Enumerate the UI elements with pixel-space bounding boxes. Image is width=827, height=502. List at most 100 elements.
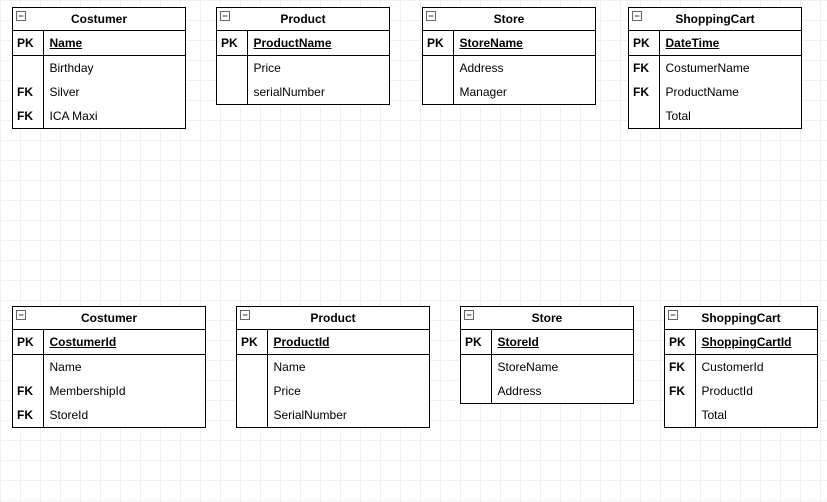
entity-shoppingcart-top[interactable]: −ShoppingCartPKDateTimeFKCostumerNameFKP…	[628, 7, 802, 129]
collapse-icon[interactable]: −	[464, 310, 474, 320]
attr-name: Total	[695, 403, 817, 427]
key-cell: PK	[13, 330, 43, 355]
key-cell	[13, 355, 43, 380]
attr-row: FKCostumerName	[629, 56, 801, 81]
entity-title: Store	[532, 311, 563, 325]
entity-shoppingcart-bottom[interactable]: −ShoppingCartPKShoppingCartIdFKCustomerI…	[664, 306, 818, 428]
attr-name: Price	[247, 56, 389, 81]
key-cell: PK	[665, 330, 695, 355]
entity-store-bottom[interactable]: − Store PKStoreIdStoreNameAddress	[460, 306, 634, 404]
pk-row: PKCostumerId	[13, 330, 205, 355]
pk-row: PKDateTime	[629, 31, 801, 56]
key-cell	[665, 403, 695, 427]
attr-row: FKMembershipId	[13, 379, 205, 403]
attr-row: serialNumber	[217, 80, 389, 104]
attr-name: Manager	[453, 80, 595, 104]
attr-row: Manager	[423, 80, 595, 104]
attr-row: FKSilver	[13, 80, 185, 104]
attr-name: Name	[43, 31, 185, 56]
attr-name: StoreId	[43, 403, 205, 427]
collapse-icon[interactable]: −	[240, 310, 250, 320]
pk-row: PKProductId	[237, 330, 429, 355]
key-cell: PK	[423, 31, 453, 56]
entity-rows: PKDateTimeFKCostumerNameFKProductNameTot…	[629, 31, 801, 128]
entity-title: ShoppingCart	[701, 311, 780, 325]
entity-title: ShoppingCart	[675, 12, 754, 26]
attr-row: Total	[629, 104, 801, 128]
entity-header: −Costumer	[13, 307, 205, 330]
entity-rows: PKStoreIdStoreNameAddress	[461, 330, 633, 403]
key-cell: FK	[13, 379, 43, 403]
entity-header: −Costumer	[13, 8, 185, 31]
attr-name: ProductId	[695, 379, 817, 403]
key-cell	[423, 56, 453, 81]
collapse-icon[interactable]: −	[16, 11, 26, 21]
key-cell: FK	[629, 56, 659, 81]
attr-row: Address	[423, 56, 595, 81]
entity-product-top[interactable]: − Product PKProductNamePriceserialNumber	[216, 7, 390, 105]
attr-name: CustomerId	[695, 355, 817, 380]
attr-name: ProductName	[659, 80, 801, 104]
collapse-icon[interactable]: −	[16, 310, 26, 320]
attr-name: ProductId	[267, 330, 429, 355]
key-cell: FK	[13, 403, 43, 427]
attr-row: FKProductId	[665, 379, 817, 403]
key-cell: FK	[13, 104, 43, 128]
attr-row: Price	[237, 379, 429, 403]
key-cell	[423, 80, 453, 104]
key-cell	[237, 403, 267, 427]
key-cell: PK	[629, 31, 659, 56]
attr-name: CostumerId	[43, 330, 205, 355]
entity-rows: PKProductNamePriceserialNumber	[217, 31, 389, 104]
attr-row: FKProductName	[629, 80, 801, 104]
entity-costumer-top[interactable]: −CostumerPKNameBirthdayFKSilverFKICA Max…	[12, 7, 186, 129]
entity-title: Product	[280, 12, 325, 26]
attr-name: Birthday	[43, 56, 185, 81]
attr-row: Birthday	[13, 56, 185, 81]
collapse-icon[interactable]: −	[220, 11, 230, 21]
attr-name: Address	[453, 56, 595, 81]
attr-row: FKCustomerId	[665, 355, 817, 380]
entity-rows: PKShoppingCartIdFKCustomerIdFKProductIdT…	[665, 330, 817, 427]
attr-row: Price	[217, 56, 389, 81]
attr-name: Total	[659, 104, 801, 128]
attr-row: Total	[665, 403, 817, 427]
collapse-icon[interactable]: −	[668, 310, 678, 320]
entity-title: Product	[310, 311, 355, 325]
pk-row: PKProductName	[217, 31, 389, 56]
attr-name: StoreName	[491, 355, 633, 380]
entity-header: − ShoppingCart	[629, 8, 801, 31]
attr-name: Address	[491, 379, 633, 403]
entity-title: Store	[494, 12, 525, 26]
attr-row: FKICA Maxi	[13, 104, 185, 128]
entity-header: − Store	[461, 307, 633, 330]
attr-row: FKStoreId	[13, 403, 205, 427]
key-cell: FK	[665, 379, 695, 403]
attr-name: DateTime	[659, 31, 801, 56]
attr-name: ICA Maxi	[43, 104, 185, 128]
attr-row: Name	[13, 355, 205, 380]
attr-name: Name	[43, 355, 205, 380]
pk-row: PKShoppingCartId	[665, 330, 817, 355]
attr-name: SerialNumber	[267, 403, 429, 427]
entity-rows: PKStoreNameAddressManager	[423, 31, 595, 104]
entity-store-top[interactable]: − Store PKStoreNameAddressManager	[422, 7, 596, 105]
key-cell	[461, 355, 491, 380]
entity-costumer-bottom[interactable]: −CostumerPKCostumerIdNameFKMembershipIdF…	[12, 306, 206, 428]
pk-row: PKStoreName	[423, 31, 595, 56]
key-cell	[217, 56, 247, 81]
collapse-icon[interactable]: −	[632, 11, 642, 21]
key-cell: FK	[629, 80, 659, 104]
entity-header: − Store	[423, 8, 595, 31]
attr-name: Silver	[43, 80, 185, 104]
collapse-icon[interactable]: −	[426, 11, 436, 21]
entity-header: − Product	[237, 307, 429, 330]
attr-name: ProductName	[247, 31, 389, 56]
attr-name: StoreName	[453, 31, 595, 56]
key-cell	[217, 80, 247, 104]
pk-row: PKName	[13, 31, 185, 56]
entity-header: − ShoppingCart	[665, 307, 817, 330]
entity-product-bottom[interactable]: −ProductPKProductIdNamePriceSerialNumber	[236, 306, 430, 428]
attr-name: serialNumber	[247, 80, 389, 104]
attr-row: Address	[461, 379, 633, 403]
